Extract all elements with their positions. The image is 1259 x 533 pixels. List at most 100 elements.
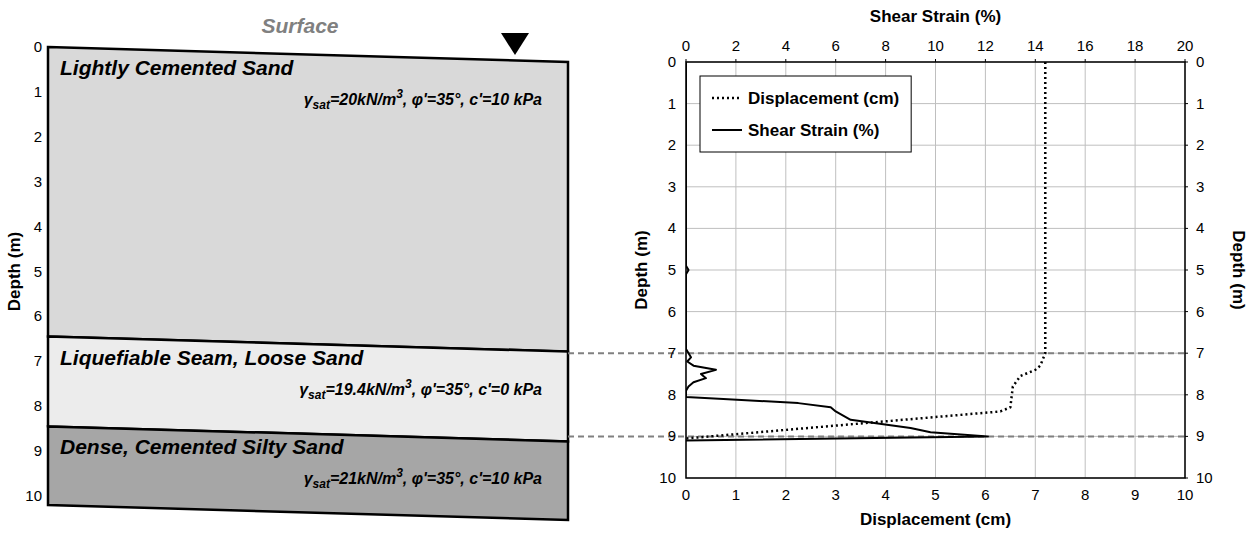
tick-label: 9 xyxy=(1196,427,1204,444)
tick-mark xyxy=(885,59,886,62)
surface-label: Surface xyxy=(261,14,338,37)
figure: Lightly Cemented Sand γsat=20kN/m3, φ'=35… xyxy=(0,0,1259,533)
layer-properties: γsat=21kN/m3, φ'=35°, c'=10 kPa xyxy=(304,466,542,491)
soil-profile: Lightly Cemented Sand γsat=20kN/m3, φ'=35… xyxy=(5,14,568,520)
grid-line xyxy=(686,270,1185,271)
tick-label: 0 xyxy=(682,37,690,54)
axis-title: Shear Strain (%) xyxy=(870,7,1001,26)
legend-swatch xyxy=(712,129,742,131)
tick-label: 1 xyxy=(668,95,676,112)
property-part: , φ'=35°, c'=10 kPa xyxy=(402,91,542,108)
tick-mark xyxy=(1185,228,1188,229)
tick-label: 5 xyxy=(1196,261,1204,278)
grid-line xyxy=(686,394,1185,395)
property-part: sat xyxy=(308,388,326,402)
tick-label: 5 xyxy=(931,486,939,503)
tick-label: 0 xyxy=(1196,53,1204,70)
layer-name: Lightly Cemented Sand xyxy=(60,56,295,79)
tick-label: 0 xyxy=(34,38,42,55)
tick-mark xyxy=(1185,145,1188,146)
tick-mark xyxy=(785,59,786,62)
tick-label: 8 xyxy=(668,386,676,403)
grid-line xyxy=(686,311,1185,312)
property-part: =19.4kN/m xyxy=(325,381,405,398)
tick-label: 2 xyxy=(34,128,42,145)
tick-label: 4 xyxy=(782,37,790,54)
layer-name: Liquefiable Seam, Loose Sand xyxy=(60,346,365,369)
soil-layer xyxy=(48,426,568,520)
tick-label: 3 xyxy=(832,486,840,503)
property-part: , φ'=35°, c'=0 kPa xyxy=(411,381,542,398)
tick-label: 14 xyxy=(1027,37,1044,54)
tick-label: 7 xyxy=(1196,344,1204,361)
tick-label: 7 xyxy=(34,352,42,369)
axis-title: Depth (m) xyxy=(1229,230,1248,309)
legend-label: Shear Strain (%) xyxy=(748,121,879,140)
tick-label: 10 xyxy=(927,37,944,54)
tick-label: 0 xyxy=(668,53,676,70)
tick-mark xyxy=(1185,270,1188,271)
tick-label: 18 xyxy=(1127,37,1144,54)
grid-line xyxy=(686,228,1185,229)
tick-label: 8 xyxy=(1081,486,1089,503)
series-line xyxy=(686,62,1045,438)
tick-label: 2 xyxy=(668,136,676,153)
tick-label: 7 xyxy=(668,344,676,361)
tick-label: 6 xyxy=(832,37,840,54)
property-part: =20kN/m xyxy=(330,91,396,108)
property-part: sat xyxy=(313,477,331,491)
axis-title: Depth (m) xyxy=(632,230,651,309)
tick-label: 9 xyxy=(668,427,676,444)
tick-label: 8 xyxy=(1196,386,1204,403)
soil-layer xyxy=(48,337,568,442)
tick-mark xyxy=(1185,478,1188,479)
tick-label: 4 xyxy=(881,486,889,503)
tick-label: 3 xyxy=(34,173,42,190)
legend-box xyxy=(700,76,911,152)
tick-label: 3 xyxy=(668,178,676,195)
tick-label: 4 xyxy=(668,219,676,236)
tick-label: 6 xyxy=(34,307,42,324)
reference-line xyxy=(568,352,1185,354)
tick-label: 5 xyxy=(668,261,676,278)
chart: 0123456789100246810121416182001234567891… xyxy=(568,7,1248,529)
tick-mark xyxy=(1185,62,1188,63)
series-group xyxy=(686,62,1045,441)
tick-label: 2 xyxy=(782,486,790,503)
axis-title: Depth (m) xyxy=(5,232,24,311)
tick-label: 1 xyxy=(732,486,740,503)
legend-label: Displacement (cm) xyxy=(748,89,899,108)
layer-properties: γsat=19.4kN/m3, φ'=35°, c'=0 kPa xyxy=(299,377,542,402)
tick-label: 4 xyxy=(1196,219,1204,236)
tick-mark xyxy=(1035,59,1036,62)
tick-label: 6 xyxy=(668,303,676,320)
tick-mark xyxy=(1185,186,1188,187)
tick-label: 6 xyxy=(981,486,989,503)
layer-properties: γsat=20kN/m3, φ'=35°, c'=10 kPa xyxy=(304,87,542,112)
tick-mark xyxy=(935,59,936,62)
tick-mark xyxy=(1185,436,1188,437)
tick-label: 8 xyxy=(881,37,889,54)
plot-frame xyxy=(686,62,1185,478)
tick-label: 1 xyxy=(1196,95,1204,112)
tick-label: 9 xyxy=(1131,486,1139,503)
property-part: sat xyxy=(313,98,331,112)
tick-label: 5 xyxy=(34,263,42,280)
tick-mark xyxy=(735,59,736,62)
tick-label: 20 xyxy=(1177,37,1194,54)
grid-line xyxy=(686,186,1185,187)
soil-layer xyxy=(48,47,568,352)
tick-label: 1 xyxy=(34,83,42,100)
tick-label: 2 xyxy=(1196,136,1204,153)
tick-mark xyxy=(1185,103,1188,104)
axis-title: Displacement (cm) xyxy=(860,510,1011,529)
tick-label: 10 xyxy=(25,487,42,504)
tick-label: 4 xyxy=(34,218,42,235)
tick-label: 12 xyxy=(977,37,994,54)
tick-mark xyxy=(985,59,986,62)
legend-swatch xyxy=(712,97,742,100)
property-part: , φ'=35°, c'=10 kPa xyxy=(402,470,542,487)
tick-mark xyxy=(1185,353,1188,354)
tick-label: 10 xyxy=(659,469,676,486)
tick-label: 10 xyxy=(1196,469,1213,486)
